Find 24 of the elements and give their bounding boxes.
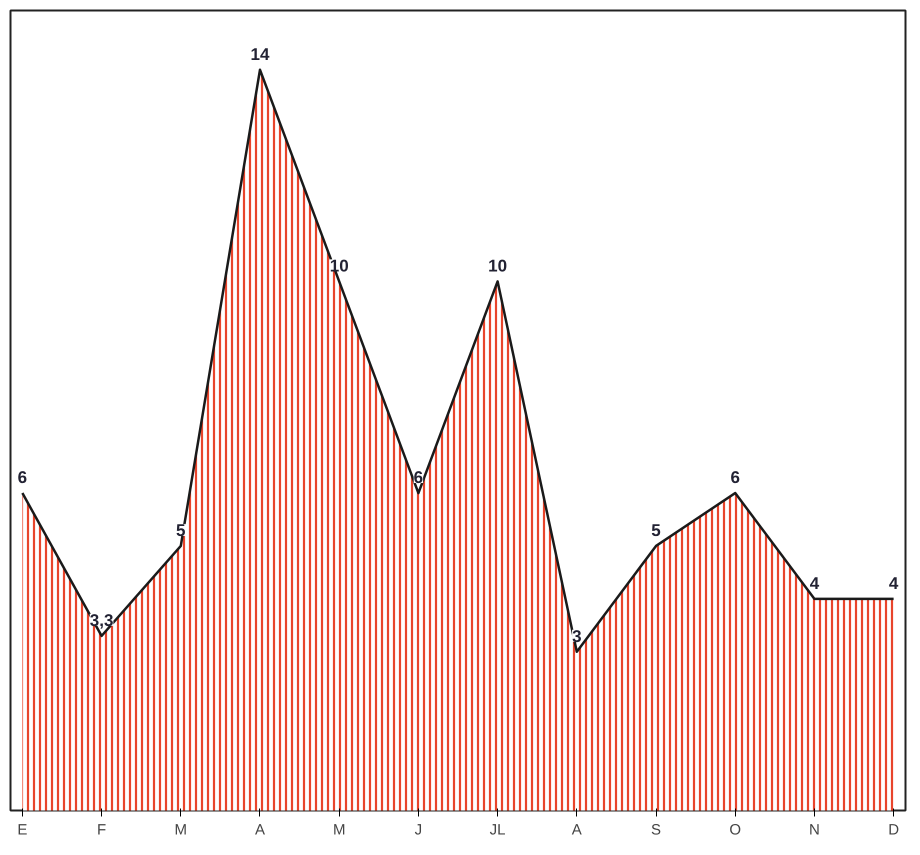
- x-tick-label: M: [174, 822, 188, 838]
- x-tick-label: D: [888, 822, 900, 838]
- data-label: 6: [18, 468, 28, 488]
- data-label: 14: [250, 44, 270, 64]
- data-label: 5: [176, 520, 186, 540]
- x-tick-label: JL: [490, 822, 506, 838]
- x-tick-label: E: [17, 822, 28, 838]
- data-label: 10: [488, 256, 508, 276]
- x-tick-label: J: [414, 822, 422, 838]
- x-tick-label: F: [97, 822, 106, 838]
- x-tick-label: A: [254, 822, 266, 838]
- x-tick-label: N: [809, 822, 820, 838]
- x-tick-label: O: [729, 822, 742, 838]
- x-tick-label: A: [572, 822, 582, 838]
- x-tick-label: M: [332, 822, 346, 838]
- data-label: 10: [330, 256, 349, 276]
- data-label: 6: [730, 468, 740, 488]
- data-label: 5: [651, 520, 661, 540]
- data-label: 3,3: [90, 610, 114, 630]
- data-label: 6: [414, 468, 424, 488]
- x-tick-label: S: [651, 822, 662, 838]
- data-label: 3: [572, 626, 582, 646]
- data-label: 4: [888, 574, 899, 593]
- data-label: 4: [810, 574, 820, 593]
